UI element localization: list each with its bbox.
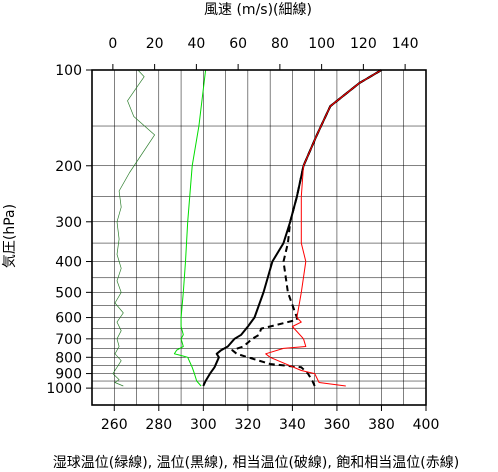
top-tick-label: 40 [187, 36, 205, 52]
bottom-tick-label: 320 [234, 417, 261, 433]
bottom-tick-label: 260 [101, 417, 128, 433]
left-tick-label: 1000 [46, 381, 82, 397]
bottom-tick-label: 380 [368, 417, 395, 433]
top-axis-title: 風速 (m/s)(細線) [204, 2, 312, 18]
series-line [112, 69, 155, 387]
left-tick-label: 700 [55, 332, 82, 348]
series-layer [112, 69, 383, 387]
left-tick-label: 300 [55, 215, 82, 231]
grid [91, 69, 427, 405]
left-tick-label: 400 [55, 255, 82, 271]
bottom-axis-title: 湿球温位(緑線), 温位(黒線), 相当温位(破線), 飽和相当温位(赤線) [53, 454, 459, 471]
plot-frame [91, 69, 427, 406]
left-tick-label: 800 [55, 350, 82, 366]
bottom-tick-label: 280 [145, 417, 172, 433]
top-tick-label: 80 [271, 36, 289, 52]
series-line [173, 69, 207, 387]
top-tick-label: 60 [229, 36, 247, 52]
top-tick-label: 100 [308, 36, 335, 52]
y-axis-title: 気圧(hPa) [2, 204, 18, 268]
top-tick-label: 20 [146, 36, 164, 52]
top-tick-label: 140 [392, 36, 419, 52]
bottom-tick-label: 360 [324, 417, 351, 433]
tick-layer: 260 280 300 320 340 360 380 400 0 20 40 60 80 100 120 1… [46, 36, 439, 433]
top-tick-label: 0 [108, 36, 117, 52]
left-tick-label: 600 [55, 311, 82, 327]
left-tick-label: 100 [55, 63, 82, 79]
bottom-tick-label: 400 [413, 417, 440, 433]
series-line [265, 69, 382, 387]
bottom-tick-label: 300 [190, 417, 217, 433]
left-tick-label: 900 [55, 367, 82, 383]
bottom-tick-label: 340 [279, 417, 306, 433]
top-tick-label: 120 [350, 36, 377, 52]
left-tick-label: 200 [55, 159, 82, 175]
series-line [231, 69, 383, 387]
left-tick-label: 500 [55, 285, 82, 301]
